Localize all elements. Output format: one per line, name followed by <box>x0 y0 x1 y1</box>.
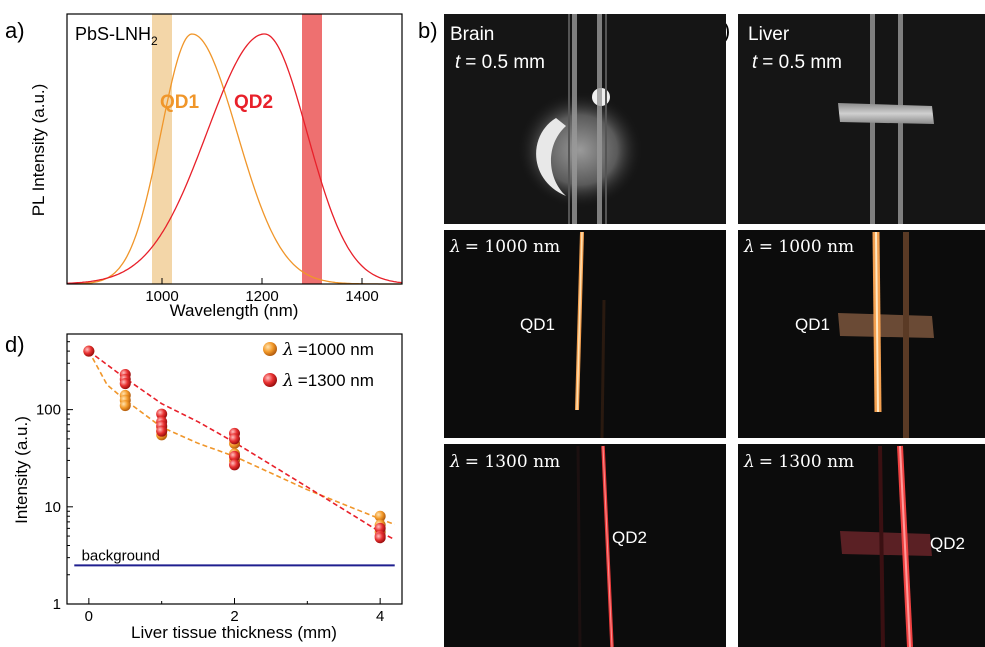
band-0 <box>152 14 172 284</box>
x-tick-label-d: 4 <box>376 608 384 625</box>
panel-letter-d: d) <box>5 332 25 357</box>
y-tick-label-d: 1 <box>53 596 61 613</box>
y-tick-label-d: 10 <box>44 499 61 516</box>
chart-a-title: PbS-LNH2 <box>75 24 158 48</box>
legend-marker-1000 <box>263 342 277 356</box>
y-axis-title-d: Intensity (a.u.) <box>12 416 31 524</box>
y-axis-title-a: PL Intensity (a.u.) <box>29 84 48 217</box>
data-point-1 <box>374 532 386 544</box>
photo-title-brain: Brain <box>450 24 494 45</box>
data-point-1 <box>156 408 168 420</box>
data-point-0 <box>374 510 386 522</box>
photo-liver-1300nm: λ = 1300 nm QD2 <box>738 444 985 647</box>
photo-thickness-liver: t = 0.5 mm <box>752 52 842 73</box>
photo-label-qd1-brain: QD1 <box>520 315 555 334</box>
legend-d: λ =1000 nm λ =1300 nm <box>263 340 374 391</box>
legend-marker-1300 <box>263 373 277 387</box>
series-label-qd2: QD2 <box>234 92 273 113</box>
fit-curve-1 <box>88 350 396 541</box>
spectrum-lines <box>67 33 402 285</box>
data-point-1 <box>119 378 131 390</box>
panel-letter-a: a) <box>5 18 25 43</box>
photo-liver-white: Liver t = 0.5 mm <box>738 14 985 224</box>
x-tick-label-d: 2 <box>230 608 238 625</box>
x-axis-title-d: Liver tissue thickness (mm) <box>131 623 337 642</box>
x-tick-label-d: 0 <box>85 608 93 625</box>
spectrum-line-qd2 <box>67 33 402 284</box>
data-point-1 <box>83 345 95 357</box>
photo-lambda-liver-1300: λ = 1300 nm <box>743 452 854 472</box>
data-point-0 <box>119 400 131 412</box>
x-axis-title-a: Wavelength (nm) <box>170 301 299 320</box>
photo-brain-1000nm: λ = 1000 nm QD1 <box>444 230 726 439</box>
data-point-1 <box>229 450 240 462</box>
photo-label-qd2-liver: QD2 <box>930 534 965 553</box>
x-tick-label-a: 1400 <box>345 288 378 305</box>
plot-frame-a <box>66 13 403 285</box>
data-points <box>83 345 386 544</box>
fit-curve-0 <box>88 350 395 526</box>
pl-spectrum-chart: 1000 1200 1400 PbS-LNH2 QD1 QD2 Wavelength… <box>29 13 403 320</box>
legend-label-1000: λ =1000 nm <box>282 340 374 360</box>
photo-liver-1000nm: λ = 1000 nm QD1 <box>738 230 985 438</box>
photo-lambda-brain-1300: λ = 1300 nm <box>449 452 560 472</box>
x-tick-label-a: 1000 <box>145 288 178 305</box>
data-point-1 <box>156 425 168 437</box>
photo-brain-1300nm: λ = 1300 nm QD2 <box>444 444 726 647</box>
photo-brain-white: Brain t = 0.5 mm <box>444 14 726 224</box>
data-point-1 <box>374 522 386 534</box>
photo-thickness-brain: t = 0.5 mm <box>455 52 545 73</box>
wavelength-bands <box>152 14 322 284</box>
axis-ticks-d: 0 2 4 1 10 100 <box>36 333 384 625</box>
spectrum-line-qd1 <box>67 33 402 285</box>
background-label: background <box>82 547 160 564</box>
data-point-1 <box>229 459 240 471</box>
y-tick-label-d: 100 <box>36 402 61 419</box>
data-point-1 <box>229 433 240 445</box>
series-label-qd1: QD1 <box>160 92 200 113</box>
photo-lambda-brain-1000: λ = 1000 nm <box>449 237 560 257</box>
photo-title-liver: Liver <box>748 24 790 45</box>
panel-letter-b: b) <box>418 18 438 43</box>
x-ticks-a: 1000 1200 1400 <box>145 278 379 305</box>
photo-lambda-liver-1000: λ = 1000 nm <box>743 237 854 257</box>
fit-curves <box>88 350 396 541</box>
intensity-thickness-chart: background 0 2 4 1 10 100 λ =1000 nm λ =1300 nm… <box>12 333 403 642</box>
legend-label-1300: λ =1300 nm <box>282 371 374 391</box>
x-tick-label-a: 1200 <box>245 288 278 305</box>
photo-label-qd2-brain: QD2 <box>612 528 647 547</box>
photo-label-qd1-liver: QD1 <box>795 315 830 334</box>
